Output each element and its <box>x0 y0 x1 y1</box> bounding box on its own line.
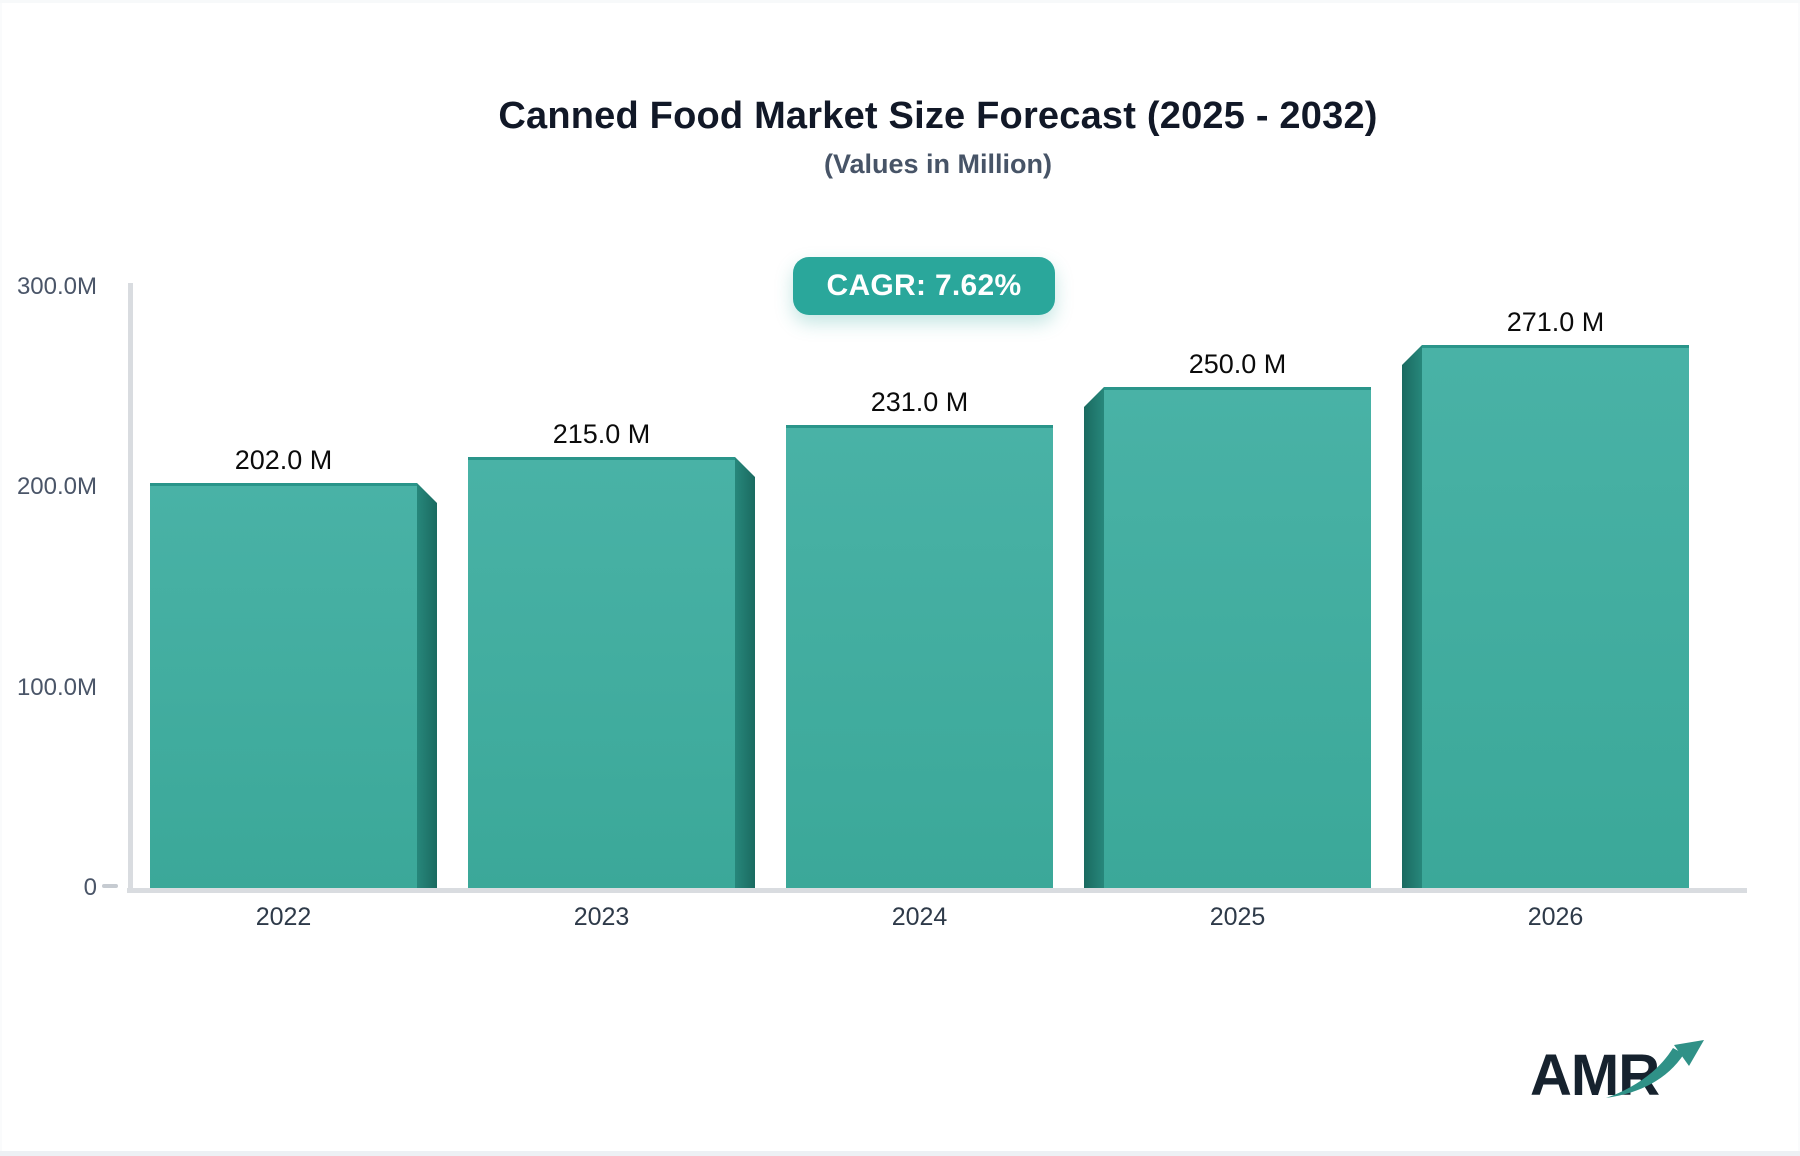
bar-2026[interactable] <box>1422 345 1689 888</box>
y-axis-tick-label: 0 <box>83 874 97 901</box>
x-axis-tick-label: 2023 <box>573 903 630 931</box>
y-axis-tick-label: 300.0M <box>16 273 97 300</box>
x-axis-line <box>127 888 1747 893</box>
amr-logo: AMR <box>1530 1030 1720 1110</box>
bar-value-label: 250.0 M <box>1188 349 1287 379</box>
bar-3d-side-2026 <box>1402 345 1422 888</box>
bar-value-label: 215.0 M <box>552 419 651 449</box>
bar-2024[interactable] <box>786 425 1053 888</box>
y-axis-tick-label: 200.0M <box>16 473 97 500</box>
bar-value-label: 231.0 M <box>870 387 969 417</box>
bar-2023[interactable] <box>468 457 735 888</box>
bar-value-label: 271.0 M <box>1506 307 1605 337</box>
x-axis-tick-label: 2024 <box>891 903 948 931</box>
x-axis-tick-label: 2026 <box>1527 903 1584 931</box>
amr-logo-text: AMR <box>1530 1043 1660 1108</box>
chart-subtitle: (Values in Million) <box>823 149 1053 179</box>
bar-3d-side-2022 <box>417 483 437 888</box>
y-axis-line <box>128 283 133 890</box>
x-axis-tick-label: 2022 <box>255 903 312 931</box>
bar-2025[interactable] <box>1104 387 1371 888</box>
y-axis-tick-label: 100.0M <box>16 674 97 701</box>
bar-value-label: 202.0 M <box>234 445 333 475</box>
zero-tick-mark <box>102 884 118 888</box>
growth-arrow-icon <box>1606 1040 1704 1098</box>
cagr-badge-label: CAGR: 7.62% <box>826 269 1022 302</box>
bar-3d-side-2023 <box>735 457 755 888</box>
bar-3d-side-2025 <box>1084 387 1104 888</box>
chart-title: Canned Food Market Size Forecast (2025 -… <box>498 95 1378 137</box>
bar-2022[interactable] <box>150 483 417 888</box>
x-axis-tick-label: 2025 <box>1209 903 1266 931</box>
cagr-badge: CAGR: 7.62% <box>793 257 1055 315</box>
